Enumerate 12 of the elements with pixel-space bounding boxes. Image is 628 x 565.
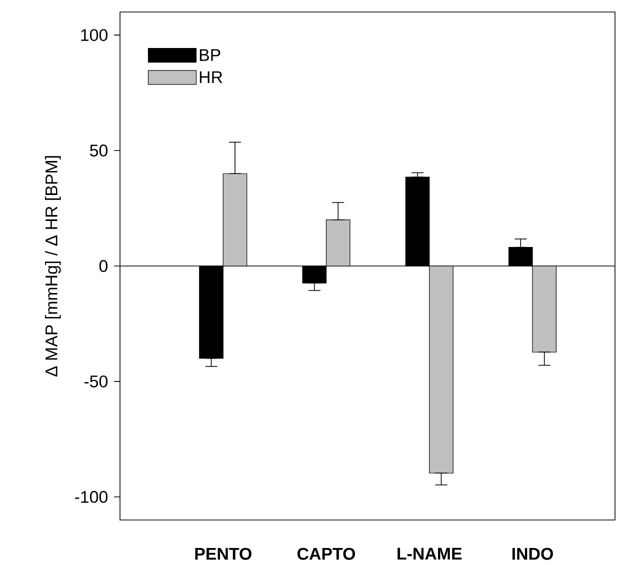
legend-label: HR: [200, 71, 222, 83]
x-tick-label: L-NAME: [398, 548, 462, 560]
x-tick-label: PENTO: [195, 548, 252, 560]
y-tick-label: 0: [99, 260, 108, 272]
y-axis-title: Δ MAP [mmHg] / Δ HR [BPM]: [44, 156, 61, 376]
y-tick-label: -50: [84, 375, 108, 388]
legend-label: BP: [200, 48, 220, 61]
x-tick-label: INDO: [512, 548, 553, 560]
x-tick-label: CAPTO: [297, 548, 356, 560]
y-tick-label: -100: [75, 490, 108, 503]
y-tick-label: 100: [81, 28, 108, 41]
y-tick-label: 50: [90, 144, 108, 156]
